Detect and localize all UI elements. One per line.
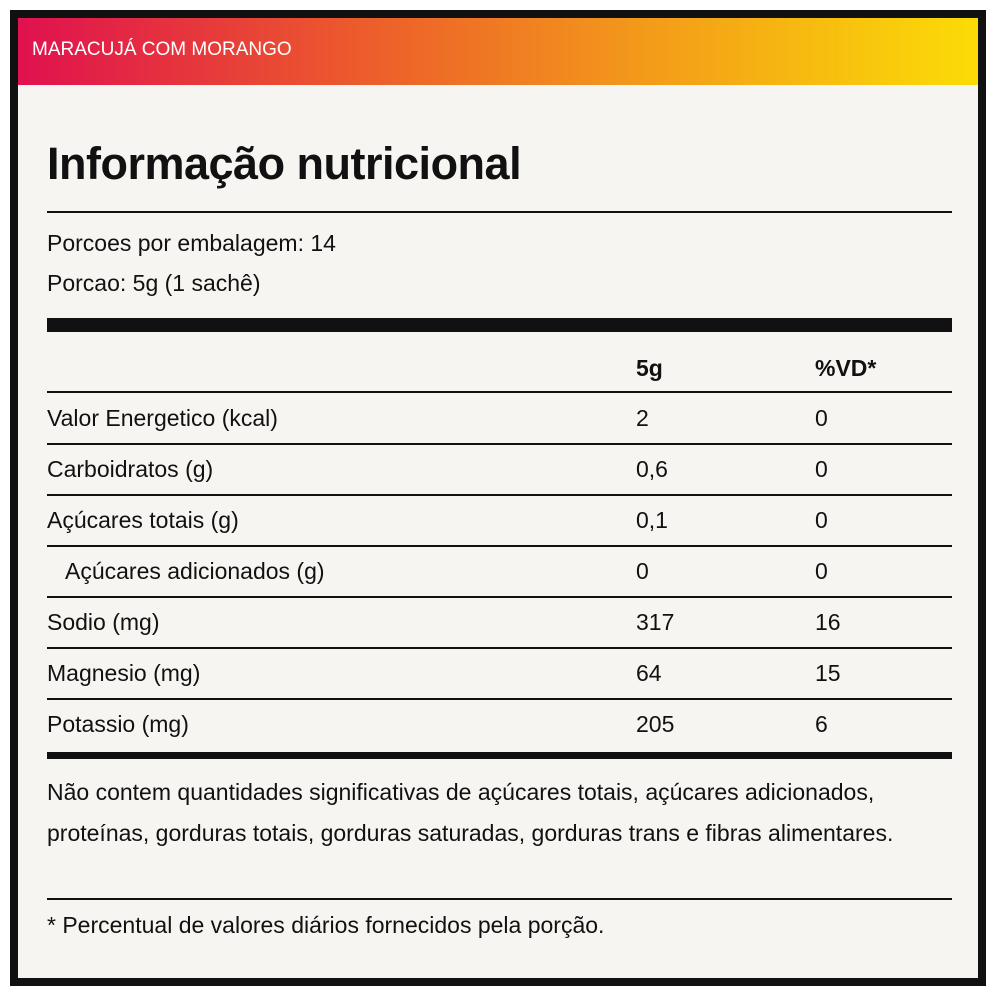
disclaimer: Não contem quantidades significativas de…: [47, 779, 894, 846]
divider: [47, 391, 952, 393]
nutrient-name: Magnesio (mg): [47, 660, 201, 686]
divider: [47, 898, 952, 900]
row-divider: [47, 494, 952, 496]
nutrition-card: MARACUJÁ COM MORANGO Informação nutricio…: [10, 10, 986, 986]
nutrient-dv: 6: [815, 711, 828, 737]
nutrient-name: Valor Energetico (kcal): [47, 405, 278, 431]
row-divider: [47, 545, 952, 547]
nutrient-amount: 0,6: [636, 456, 668, 482]
nutrient-amount: 2: [636, 405, 649, 431]
nutrient-dv: 0: [815, 507, 828, 533]
column-header: 5g: [636, 355, 663, 381]
nutrient-dv: 0: [815, 405, 828, 431]
nutrient-amount: 0: [636, 558, 649, 584]
title: Informação nutricional: [47, 138, 522, 189]
footnote: * Percentual de valores diários fornecid…: [47, 912, 605, 938]
nutrient-dv: 0: [815, 456, 828, 482]
nutrient-name: Açúcares adicionados (g): [65, 558, 325, 584]
column-header: %VD*: [815, 355, 877, 381]
serving-size: Porcao: 5g (1 sachê): [47, 270, 261, 296]
nutrient-dv: 16: [815, 609, 841, 635]
nutrient-name: Potassio (mg): [47, 711, 189, 737]
thick-divider: [47, 752, 952, 759]
thick-divider: [47, 318, 952, 332]
row-divider: [47, 698, 952, 700]
nutrient-amount: 64: [636, 660, 662, 686]
divider: [47, 211, 952, 213]
nutrient-amount: 0,1: [636, 507, 668, 533]
row-divider: [47, 596, 952, 598]
nutrient-name: Açúcares totais (g): [47, 507, 239, 533]
nutrient-name: Sodio (mg): [47, 609, 160, 635]
row-divider: [47, 443, 952, 445]
servings-per-package: Porcoes por embalagem: 14: [47, 230, 336, 256]
nutrient-name: Carboidratos (g): [47, 456, 214, 482]
nutrient-dv: 15: [815, 660, 841, 686]
flavor-band: MARACUJÁ COM MORANGO: [18, 18, 978, 85]
nutrient-amount: 205: [636, 711, 675, 737]
nutrient-amount: 317: [636, 609, 675, 635]
flavor-name: MARACUJÁ COM MORANGO: [32, 39, 292, 60]
row-divider: [47, 647, 952, 649]
nutrient-dv: 0: [815, 558, 828, 584]
